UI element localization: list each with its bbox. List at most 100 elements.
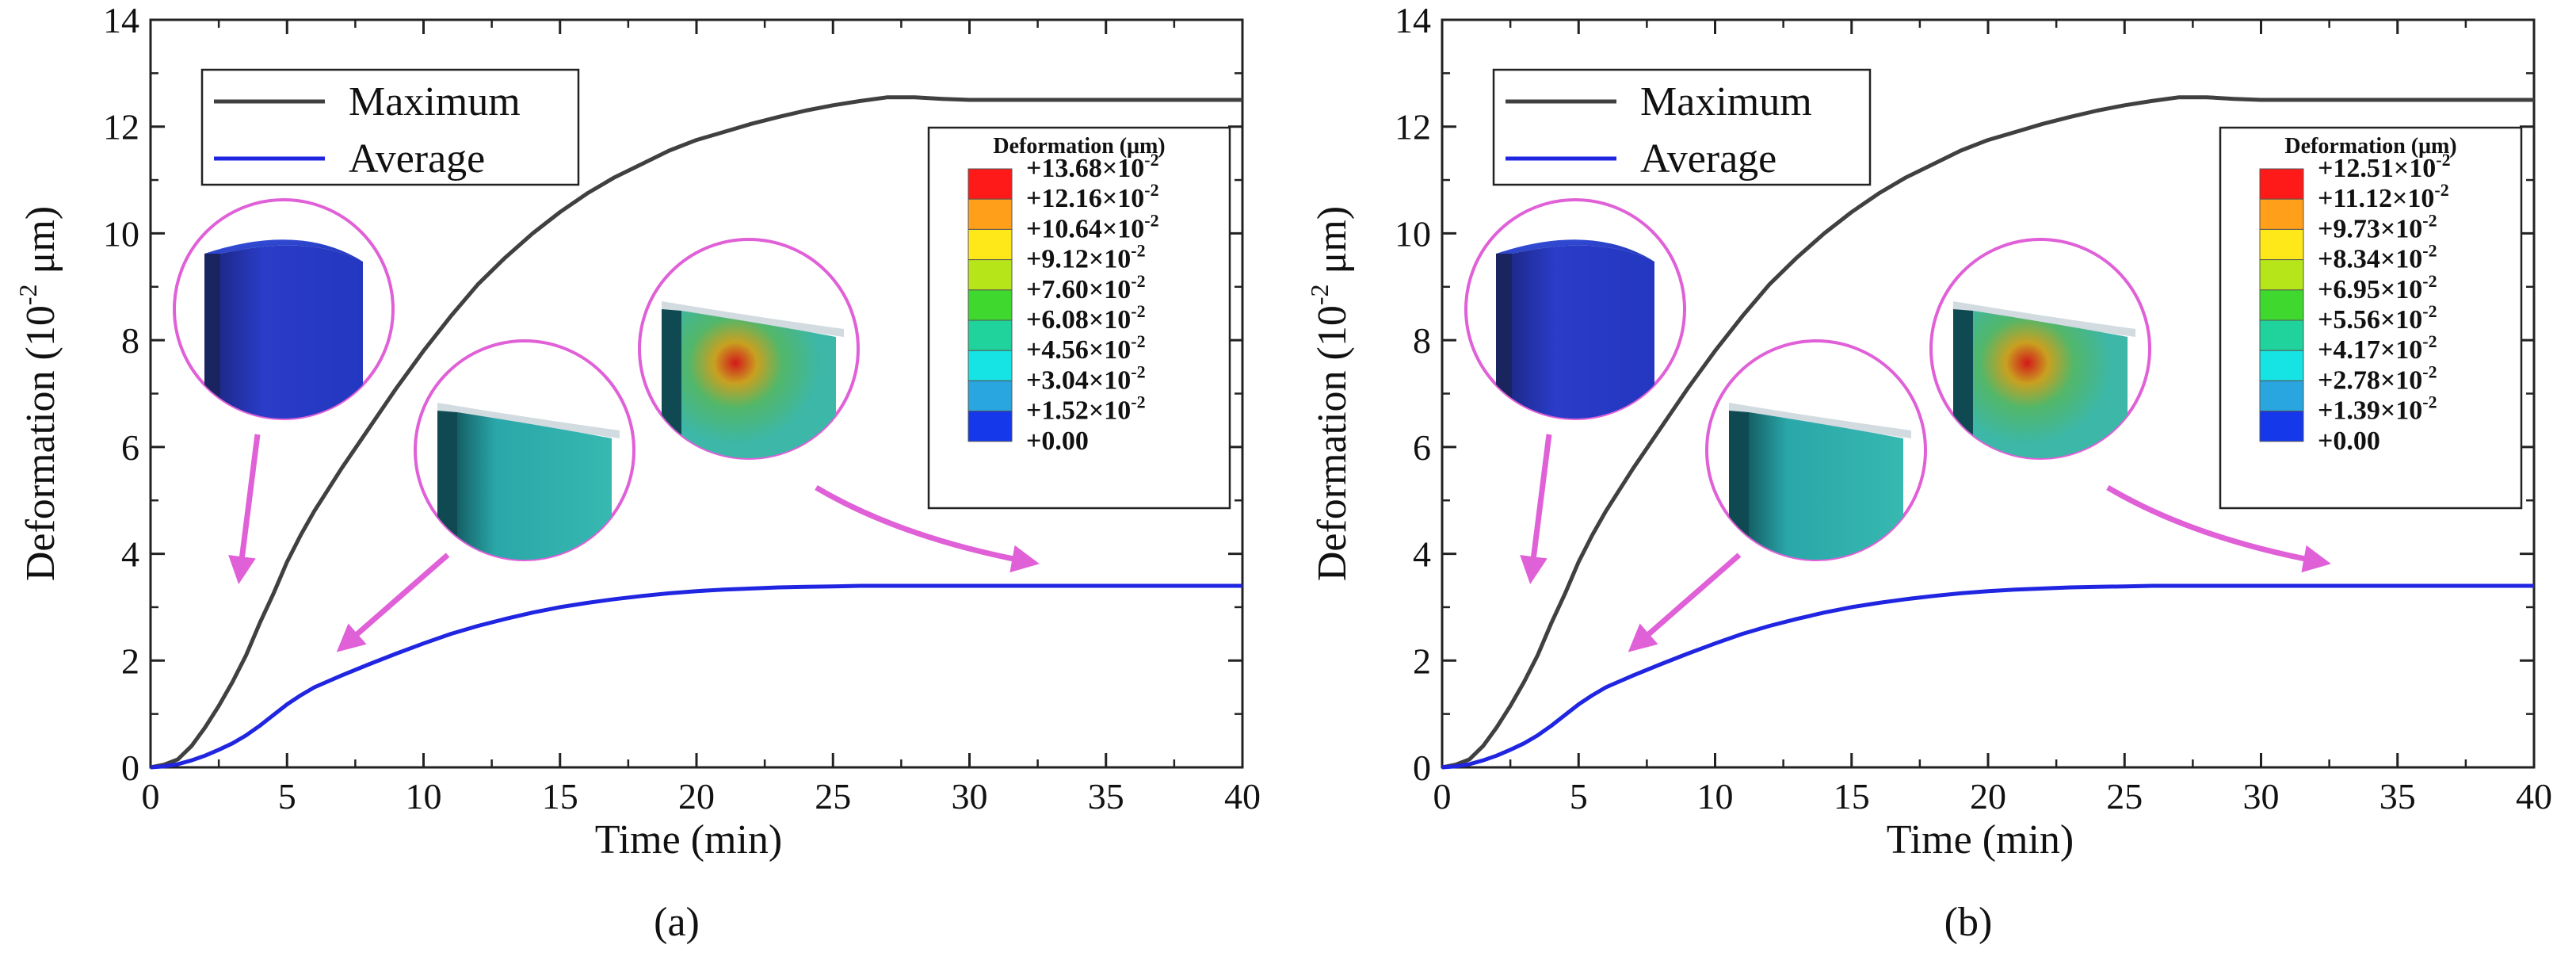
- colorbar-swatch: [967, 350, 1013, 381]
- inset-late: [638, 238, 860, 460]
- colorbar-swatch: [967, 380, 1013, 412]
- x-tick-label: 25: [2106, 776, 2143, 817]
- colorbar-swatch: [2259, 168, 2304, 200]
- chart-panel-a: 0 5 10 15 20 25 30 35 40 0 2 4 6 8 10 12 14 Time (min) Def…: [13, 0, 1261, 945]
- legend: Maximum Average: [1492, 68, 1872, 186]
- y-tick-label: 4: [121, 534, 139, 575]
- colorbar-label: +0.00: [1026, 426, 1089, 456]
- colorbar-label: +10.64×10-2: [1026, 210, 1159, 243]
- inset-early: [173, 198, 395, 420]
- colorbar-title: Deformation (μm): [993, 134, 1165, 159]
- y-tick-label: 0: [121, 748, 139, 788]
- model-body: [681, 311, 836, 458]
- x-tick-label: 35: [2379, 776, 2416, 817]
- colorbar-label: +7.60×10-2: [1026, 271, 1146, 304]
- colorbar-label: +6.08×10-2: [1026, 301, 1146, 335]
- model-face: [1729, 411, 1749, 560]
- pointer-arrow: [815, 484, 1040, 573]
- x-tick-label: 15: [1834, 776, 1870, 817]
- model-body: [1973, 311, 2128, 458]
- colorbar-label: +6.95×10-2: [2318, 271, 2437, 304]
- y-tick-label: 6: [121, 427, 139, 468]
- y-axis-label: Deformation (10-2 μm): [1305, 206, 1355, 581]
- inset-early: [1464, 198, 1686, 420]
- colorbar-label: +2.78×10-2: [2318, 361, 2437, 395]
- series-line-maximum: [1441, 95, 2534, 770]
- legend: Maximum Average: [200, 68, 580, 186]
- x-tick-label: 30: [952, 776, 988, 817]
- y-tick-label: 10: [103, 213, 139, 254]
- inset-mid: [414, 339, 635, 561]
- y-tick-label: 12: [103, 107, 139, 147]
- colorbar-swatch: [967, 228, 1013, 261]
- model-shadow-rim: [662, 301, 844, 337]
- colorbar-label: +0.00: [2318, 426, 2380, 456]
- legend-label-average: Average: [349, 136, 485, 182]
- colorbar-swatch: [967, 411, 1013, 442]
- colorbar-label: +1.52×10-2: [1026, 392, 1146, 426]
- y-tick-label: 10: [1395, 213, 1431, 254]
- x-tick-label: 25: [815, 776, 851, 817]
- y-axis-label: Deformation (10-2 μm): [13, 206, 63, 581]
- colorbar-swatch: [967, 289, 1013, 321]
- colorbar-label: +8.34×10-2: [2318, 241, 2437, 274]
- panel-label: (b): [1944, 900, 1993, 945]
- colorbar-swatch: [2259, 198, 2304, 230]
- colorbar-title: Deformation (μm): [2284, 134, 2456, 159]
- inset-model: [1496, 239, 1654, 419]
- y-tick-label: 12: [1395, 107, 1431, 147]
- legend-label-average: Average: [1640, 136, 1776, 182]
- x-tick-label: 0: [142, 776, 160, 817]
- x-tick-label: 30: [2243, 776, 2280, 817]
- colorbar-swatch: [967, 319, 1013, 351]
- inset-late: [1929, 238, 2151, 460]
- y-tick-label: 0: [1413, 748, 1431, 788]
- x-tick-label: 10: [406, 776, 442, 817]
- colorbar: Deformation (μm)+13.68×10-2+12.16×10-2+1…: [927, 126, 1231, 510]
- series-line-average: [1441, 583, 2534, 770]
- series-line-maximum: [150, 95, 1242, 770]
- colorbar-swatch: [2259, 350, 2304, 381]
- model-shadow-rim: [1729, 403, 1911, 438]
- colorbar-label: +9.73×10-2: [2318, 210, 2437, 243]
- y-tick-label: 2: [1413, 641, 1431, 681]
- colorbar-swatch: [2259, 289, 2304, 321]
- colorbar-label: +12.16×10-2: [1026, 180, 1159, 213]
- x-tick-label: 10: [1697, 776, 1734, 817]
- y-tick-label: 8: [121, 320, 139, 361]
- y-tick-label: 6: [1413, 427, 1431, 468]
- colorbar-label: +3.04×10-2: [1026, 361, 1146, 395]
- model-shadow-rim: [437, 403, 620, 438]
- model-top: [204, 239, 363, 262]
- pointer-arrow: [336, 553, 450, 652]
- chart-panel-b: 0 5 10 15 20 25 30 35 40 0 2 4 6 8 10 12 14 Time (min) Def…: [1305, 0, 2552, 945]
- model-top: [1496, 239, 1654, 262]
- colorbar-swatch: [967, 198, 1013, 230]
- model-face: [437, 411, 457, 560]
- model-body: [220, 245, 363, 419]
- inset-model: [204, 239, 363, 419]
- model-face: [1496, 254, 1512, 419]
- pointer-arrow: [2106, 484, 2331, 573]
- colorbar: Deformation (μm)+12.51×10-2+11.12×10-2+9…: [2219, 126, 2523, 510]
- model-shadow-rim: [1953, 301, 2135, 337]
- model-body: [1512, 245, 1654, 419]
- colorbar-label: +4.17×10-2: [2318, 331, 2437, 365]
- pointer-arrow: [1520, 434, 1552, 584]
- colorbar-swatch: [2259, 411, 2304, 442]
- x-tick-label: 35: [1088, 776, 1124, 817]
- colorbar-label: +13.68×10-2: [1026, 150, 1159, 183]
- y-tick-label: 14: [1395, 0, 1431, 40]
- x-tick-label: 40: [2516, 776, 2552, 817]
- colorbar-swatch: [967, 259, 1013, 291]
- panel-label: (a): [654, 900, 700, 945]
- legend-label-maximum: Maximum: [349, 79, 521, 124]
- model-face: [204, 254, 220, 419]
- colorbar-swatch: [967, 168, 1013, 200]
- colorbar-label: +11.12×10-2: [2318, 180, 2449, 213]
- x-tick-label: 0: [1433, 776, 1452, 817]
- pointer-arrow: [1628, 553, 1742, 652]
- series-line-average: [150, 583, 1242, 770]
- colorbar-label: +1.39×10-2: [2318, 392, 2437, 426]
- colorbar-label: +4.56×10-2: [1026, 331, 1146, 365]
